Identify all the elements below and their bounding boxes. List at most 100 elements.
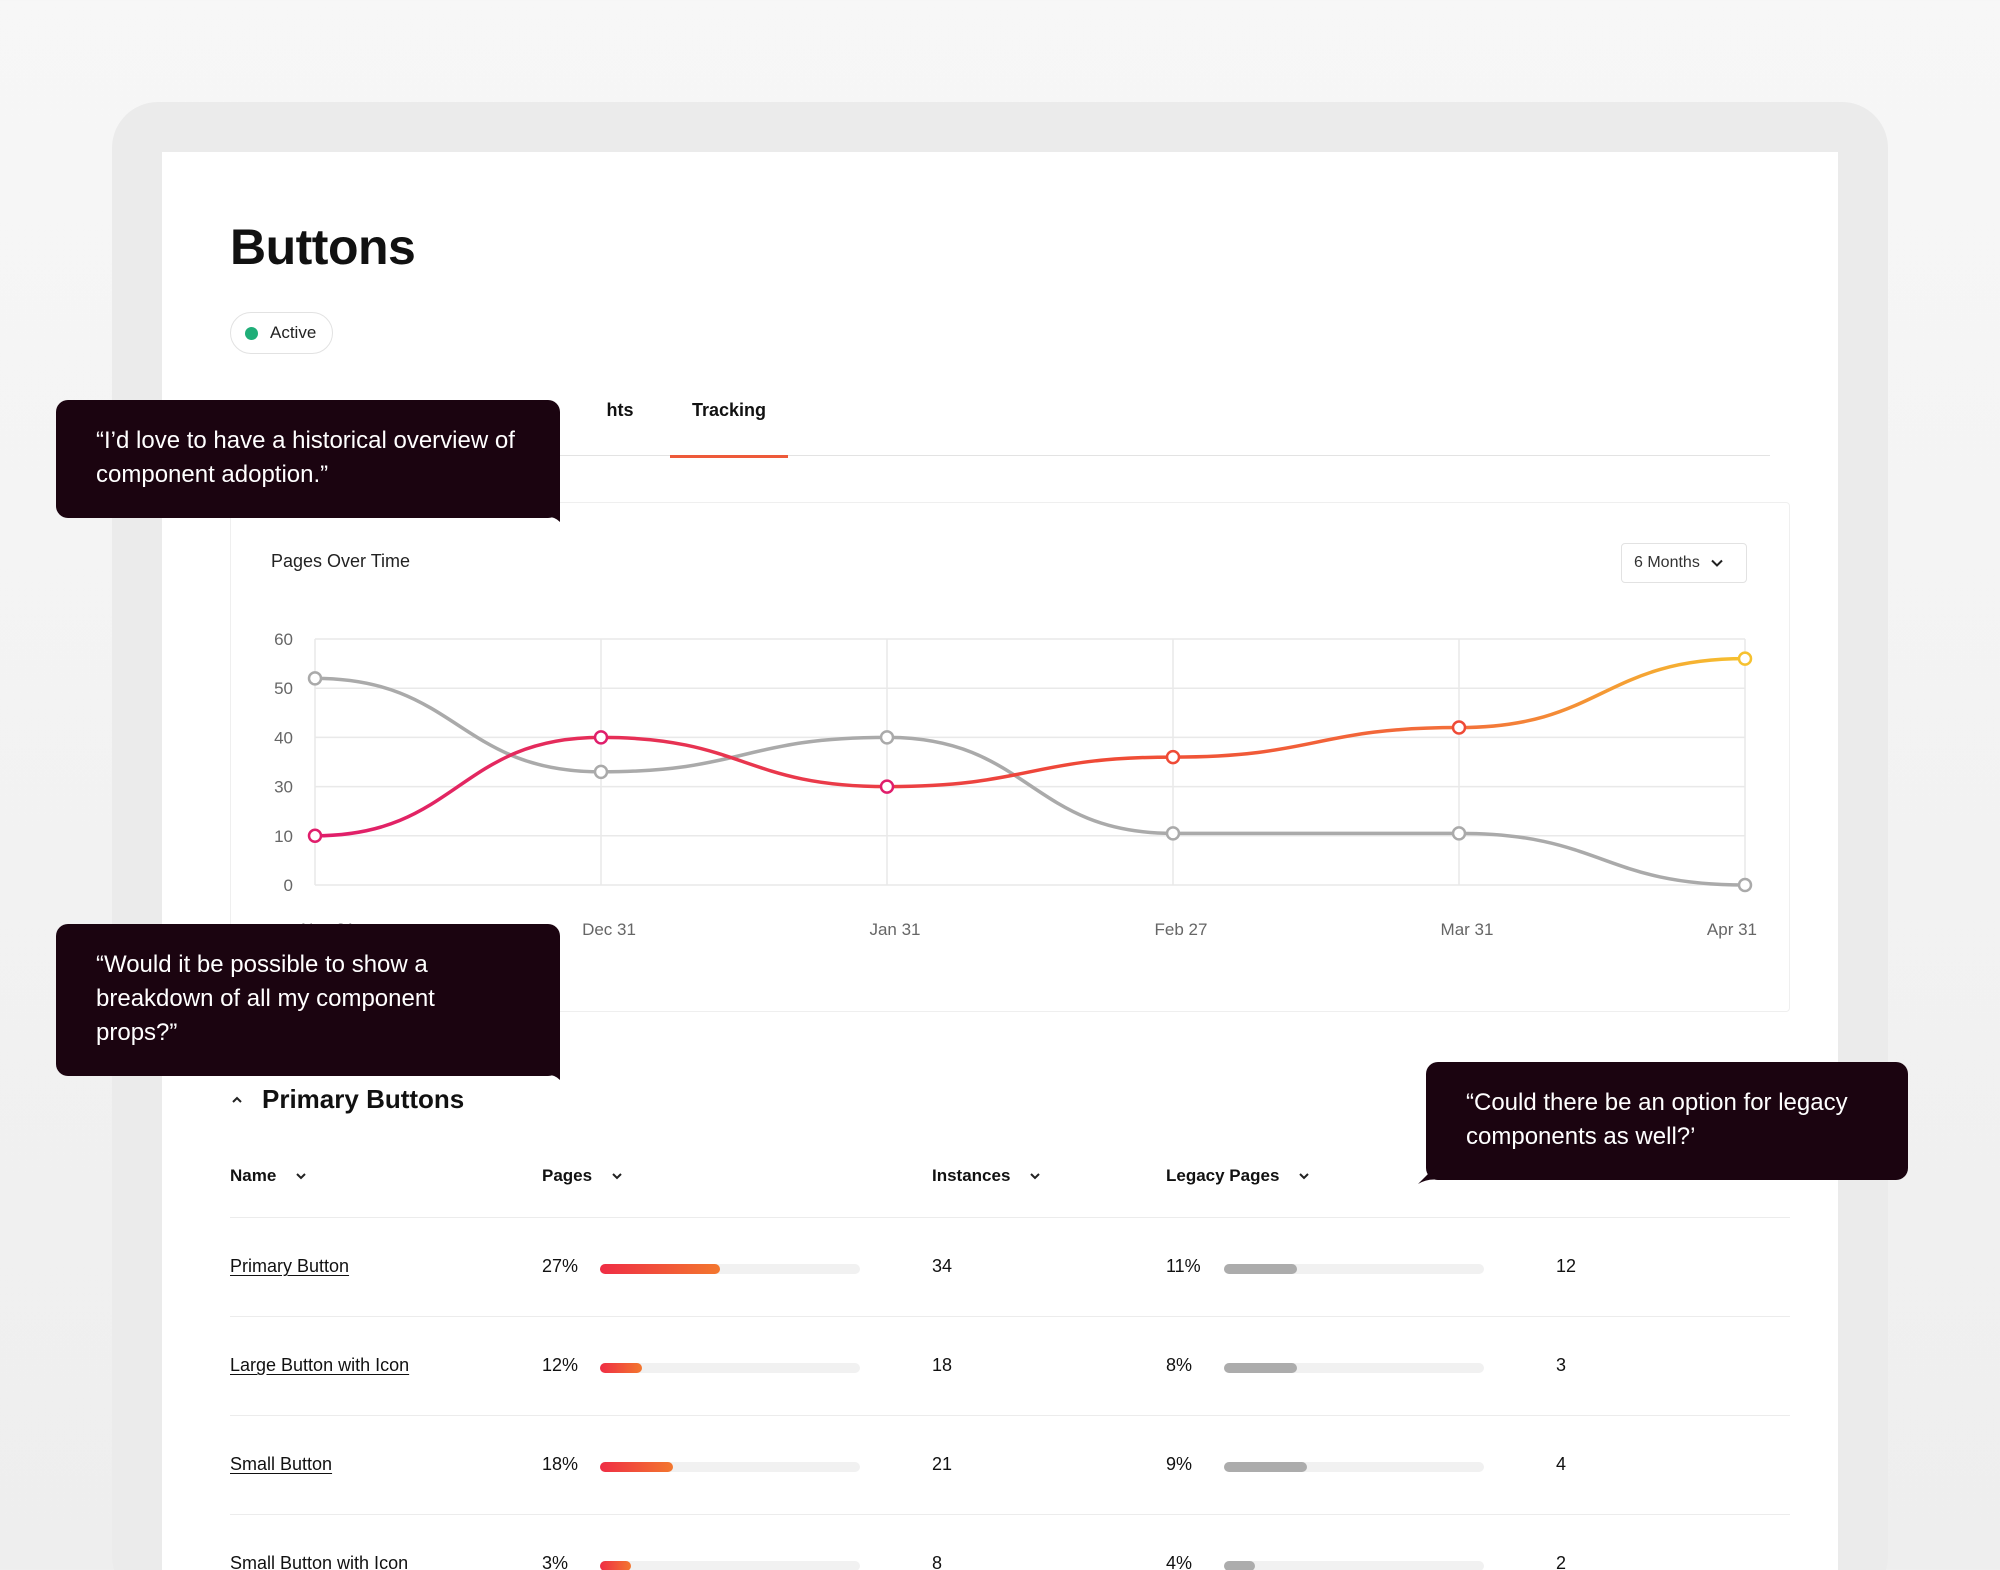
- tab-tracking-label: Tracking: [691, 400, 767, 420]
- status-label: Active: [270, 323, 317, 342]
- chevron-up-icon: [232, 1096, 242, 1103]
- legacy-percent: 4%: [1166, 1553, 1193, 1570]
- column-header-instances[interactable]: Instances: [932, 1166, 1042, 1186]
- component-name-link[interactable]: Large Button with Icon: [230, 1355, 410, 1375]
- pages-bar: [600, 1462, 860, 1472]
- callout-tail: [1418, 1162, 1440, 1184]
- instances-count: 8: [932, 1553, 943, 1570]
- feedback-callout: “Could there be an option for legacy com…: [1418, 1062, 1908, 1184]
- components-table: Name Pages Instances Legacy Pages Primar…: [230, 1142, 1790, 1570]
- pages-bar: [600, 1363, 860, 1373]
- app-screen: Buttons Active hts Tracking Pages Over T…: [162, 152, 1838, 1570]
- data-point: [1451, 720, 1467, 735]
- column-header-label: Legacy Pages: [1166, 1166, 1280, 1185]
- legacy-count: 3: [1556, 1355, 1567, 1375]
- pages-bar-fill: [600, 1462, 673, 1472]
- x-tick-label: Feb 27: [1155, 920, 1208, 939]
- legacy-bar-fill: [1224, 1561, 1256, 1570]
- chart-title: Pages Over Time: [271, 551, 411, 571]
- table-header: Name Pages Instances Legacy Pages: [230, 1142, 1790, 1218]
- component-name-link[interactable]: Small Button with Icon: [230, 1553, 409, 1570]
- legacy-bar-fill: [1224, 1363, 1297, 1373]
- legacy-percent: 8%: [1166, 1355, 1193, 1375]
- chevron-down-icon: [296, 1173, 307, 1180]
- column-header-label: Name: [230, 1166, 277, 1185]
- column-header-label: Instances: [932, 1166, 1011, 1185]
- legacy-bar: [1224, 1363, 1484, 1373]
- feedback-callout: “Would it be possible to show a breakdow…: [56, 924, 560, 1080]
- instances-count: 18: [932, 1355, 953, 1375]
- data-point: [1165, 749, 1181, 765]
- legacy-percent: 9%: [1166, 1454, 1193, 1474]
- component-name-link[interactable]: Primary Button: [230, 1256, 350, 1276]
- callout-tail: [538, 1058, 560, 1080]
- x-tick-label: Jan 31: [869, 920, 920, 939]
- table-body: Primary Button 27% 34 11% 12 Large Button wit…: [230, 1218, 1790, 1570]
- data-point: [307, 828, 323, 844]
- callout-text: “Could there be an option for legacy com…: [1466, 1089, 1848, 1150]
- pages-percent: 3%: [542, 1553, 569, 1570]
- column-header-label: Pages: [542, 1166, 593, 1185]
- data-point: [1737, 877, 1753, 893]
- chevron-down-icon: [1299, 1173, 1310, 1180]
- legacy-bar: [1224, 1561, 1484, 1570]
- chevron-down-icon: [1030, 1173, 1041, 1180]
- data-point: [1737, 651, 1753, 666]
- instances-count: 21: [932, 1454, 953, 1474]
- pages-percent: 18%: [542, 1454, 579, 1474]
- status-dot-icon: [245, 326, 258, 340]
- table-row: Primary Button 27% 34 11% 12: [230, 1218, 1790, 1317]
- section-title: Primary Buttons: [262, 1084, 465, 1114]
- data-point: [1165, 826, 1181, 841]
- tab-bar: hts Tracking: [230, 400, 1770, 458]
- x-tick-label: Apr 31: [1707, 920, 1757, 939]
- time-range-value: 6 Months: [1634, 554, 1700, 571]
- legacy-count: 12: [1556, 1256, 1577, 1276]
- legacy-bar: [1224, 1462, 1484, 1472]
- legacy-bar-fill: [1224, 1264, 1297, 1274]
- table-row: Small Button 18% 21 9% 4: [230, 1416, 1790, 1515]
- data-point: [1451, 826, 1467, 841]
- data-point: [879, 779, 895, 794]
- y-tick-label: 40: [274, 728, 293, 747]
- pages-bar-fill: [600, 1264, 720, 1274]
- pages-bar: [600, 1561, 860, 1570]
- status-badge: Active: [230, 312, 334, 354]
- legacy-count: 4: [1556, 1454, 1567, 1474]
- instances-count: 34: [932, 1256, 953, 1276]
- primary-buttons-section-toggle[interactable]: Primary Buttons: [230, 1084, 464, 1115]
- column-header-legacy-pages[interactable]: Legacy Pages: [1166, 1166, 1311, 1186]
- tab-insights[interactable]: hts: [570, 400, 670, 456]
- legacy-bar: [1224, 1264, 1484, 1274]
- y-tick-label: 30: [274, 778, 293, 797]
- column-header-pages[interactable]: Pages: [542, 1166, 624, 1186]
- y-tick-label: 0: [284, 876, 293, 895]
- page-title: Buttons: [230, 219, 416, 275]
- series-line: [313, 656, 1747, 838]
- callout-text: “Would it be possible to show a breakdow…: [96, 951, 435, 1046]
- y-tick-label: 10: [274, 827, 293, 846]
- series-line: [313, 676, 1747, 887]
- pages-percent: 27%: [542, 1256, 579, 1276]
- feedback-callout: “I’d love to have a historical overview …: [56, 400, 560, 522]
- column-header-name[interactable]: Name: [230, 1166, 308, 1186]
- legacy-bar-fill: [1224, 1462, 1308, 1472]
- component-name-link[interactable]: Small Button: [230, 1454, 333, 1474]
- pages-percent: 12%: [542, 1355, 579, 1375]
- legacy-count: 2: [1556, 1553, 1567, 1570]
- pages-bar-fill: [600, 1561, 632, 1570]
- chevron-down-icon: [612, 1173, 622, 1180]
- table-row: Small Button with Icon 3% 8 4% 2: [230, 1515, 1790, 1570]
- chevron-down-icon: [1711, 559, 1723, 567]
- pages-bar: [600, 1264, 860, 1274]
- time-range-select[interactable]: 6 Months: [1621, 543, 1747, 583]
- tab-tracking[interactable]: Tracking: [670, 400, 788, 458]
- data-point: [593, 764, 609, 780]
- callout-text: “I’d love to have a historical overview …: [96, 427, 515, 488]
- data-point: [593, 730, 609, 745]
- callout-tail: [538, 500, 560, 522]
- y-tick-label: 50: [274, 679, 293, 698]
- pages-bar-fill: [600, 1363, 642, 1373]
- data-point: [879, 730, 895, 745]
